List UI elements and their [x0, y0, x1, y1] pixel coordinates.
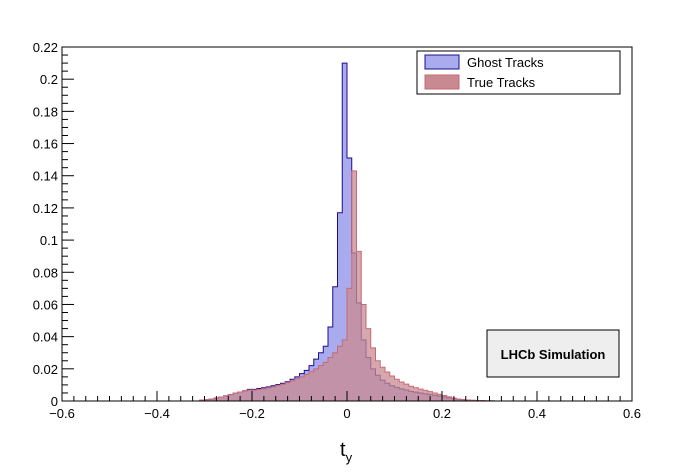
- legend-swatch-true: [424, 74, 460, 90]
- x-tick-label: 0.6: [623, 406, 641, 421]
- y-tick-label: 0.06: [33, 297, 58, 312]
- histogram-series-true-tracks: [199, 170, 495, 402]
- y-tick-label: 0.02: [33, 362, 58, 377]
- x-tick-label: −0.6: [49, 406, 75, 421]
- x-tick-label: 0: [343, 406, 350, 421]
- y-tick-label: 0.2: [40, 72, 58, 87]
- tag-label: LHCb Simulation: [501, 347, 606, 362]
- x-axis-title-subscript: y: [346, 450, 353, 465]
- legend-swatch-ghost: [424, 54, 460, 70]
- y-tick-label: 0.12: [33, 201, 58, 216]
- y-tick-label: 0.1: [40, 233, 58, 248]
- y-tick-label: 0.04: [33, 330, 58, 345]
- x-tick-label: 0.2: [433, 406, 451, 421]
- x-axis-title-main: t: [340, 439, 346, 461]
- axis-layer: −0.6 −0.4 −0.2 0 0.2 0.4 0.6 0 0.02 0.04 0.06 0.08 0…: [33, 40, 641, 421]
- y-tick-label: 0.08: [33, 265, 58, 280]
- x-axis-title: ty: [340, 439, 353, 465]
- histogram-layer: [199, 62, 495, 402]
- y-tick-label: 0.22: [33, 40, 58, 55]
- lhcb-simulation-tag: LHCb Simulation: [486, 329, 620, 378]
- y-tick-label: 0.16: [33, 137, 58, 152]
- y-tick-label: 0: [51, 394, 58, 409]
- y-tick-label: 0.18: [33, 104, 58, 119]
- legend-label-true: True Tracks: [467, 75, 536, 90]
- x-tick-label: −0.4: [144, 406, 170, 421]
- x-tick-label: 0.4: [528, 406, 546, 421]
- tag-box: [486, 329, 620, 378]
- x-tick-label: −0.2: [239, 406, 265, 421]
- legend: Ghost Tracks True Tracks: [416, 50, 621, 95]
- y-tick-label: 0.14: [33, 169, 58, 184]
- legend-label-ghost: Ghost Tracks: [467, 55, 544, 70]
